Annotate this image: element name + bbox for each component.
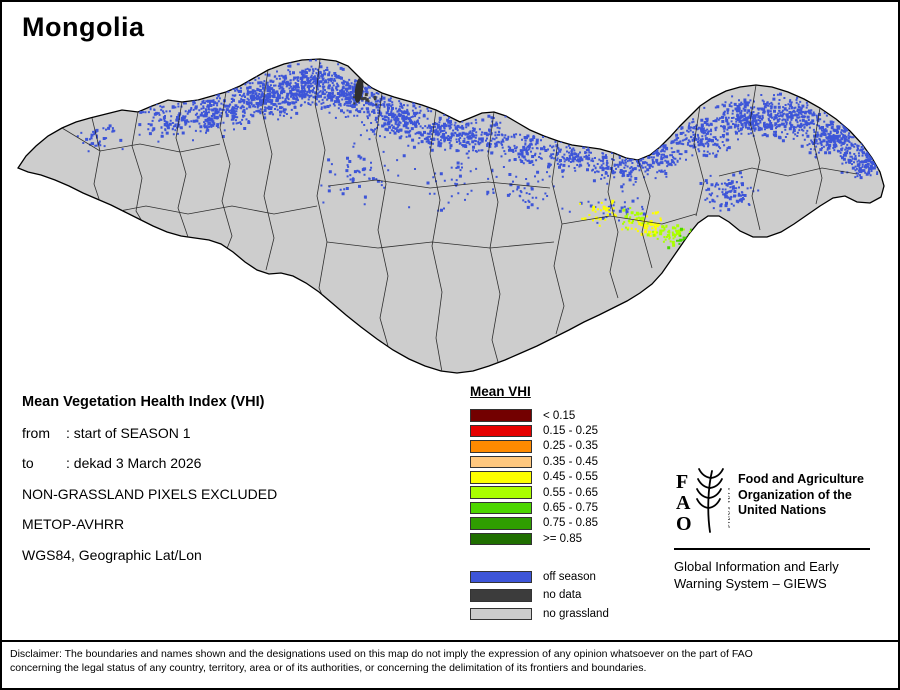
legend-color-swatch	[470, 570, 532, 584]
legend-row: no data	[470, 586, 650, 605]
legend-row: 0.15 - 0.25	[470, 423, 650, 438]
pixel-class-layer	[76, 59, 884, 224]
legend-label: 0.15 - 0.25	[543, 425, 598, 438]
legend-color-swatch	[470, 607, 532, 621]
province-boundaries	[61, 59, 858, 373]
legend-color-swatch	[470, 501, 532, 515]
legend-row: 0.55 - 0.65	[470, 485, 650, 500]
legend-color-swatch	[470, 409, 532, 422]
legend-label: >= 0.85	[543, 532, 583, 545]
vhi-legend: Mean VHI < 0.15 0.15 - 0.25 0.25 - 0.35 0.3…	[470, 384, 650, 623]
legend-row: 0.45 - 0.55	[470, 470, 650, 485]
fao-motto: FIAT PANIS	[726, 488, 730, 529]
from-label: from	[22, 424, 50, 441]
legend-title: Mean VHI	[470, 384, 531, 399]
legend-row: 0.65 - 0.75	[470, 500, 650, 515]
metadata-heading: Mean Vegetation Health Index (VHI)	[22, 394, 265, 410]
legend-extra-list: off season no data no grassland	[470, 568, 650, 624]
legend-label: no grassland	[543, 607, 609, 620]
legend-label: 0.25 - 0.35	[543, 440, 598, 453]
legend-label: < 0.15	[543, 409, 576, 422]
legend-color-swatch	[470, 589, 532, 602]
legend-color-swatch	[470, 424, 532, 438]
wheat-icon	[696, 468, 724, 533]
mongolia-map	[10, 56, 894, 380]
legend-row: no grassland	[470, 605, 650, 624]
metadata-exclusion: NON-GRASSLAND PIXELS EXCLUDED	[22, 485, 278, 502]
legend-label: 0.45 - 0.55	[543, 471, 598, 484]
fao-letter-f: F	[676, 471, 688, 493]
to-value: : dekad 3 March 2026	[66, 455, 202, 471]
fao-divider	[674, 548, 870, 550]
legend-row: off season	[470, 568, 650, 587]
legend-label: no data	[543, 589, 582, 602]
legend-row: 0.35 - 0.45	[470, 454, 650, 469]
legend-label: 0.55 - 0.65	[543, 486, 598, 499]
legend-row: 0.75 - 0.85	[470, 516, 650, 531]
legend-row: < 0.15	[470, 408, 650, 423]
from-value: : start of SEASON 1	[66, 424, 191, 441]
legend-row: 0.25 - 0.35	[470, 439, 650, 454]
legend-color-swatch	[470, 532, 532, 546]
pixel-class-layer	[352, 93, 378, 106]
mongolia-map-svg	[17, 58, 885, 374]
fao-logo: F A O FIAT PANIS	[674, 466, 732, 539]
legend-color-swatch	[470, 517, 532, 530]
legend-color-swatch	[470, 455, 532, 469]
disclaimer: Disclaimer: The boundaries and names sho…	[2, 640, 898, 688]
fao-letter-a: A	[676, 492, 691, 514]
legend-class-list: < 0.15 0.15 - 0.25 0.25 - 0.35 0.35 - 0.45 0…	[470, 408, 650, 547]
metadata-projection: WGS84, Geographic Lat/Lon	[22, 546, 202, 563]
map-metadata: Mean Vegetation Health Index (VHI) from:…	[22, 394, 462, 577]
fao-letter-o: O	[676, 513, 692, 534]
metadata-from: from : start of SEASON 1	[22, 425, 462, 456]
legend-label: 0.75 - 0.85	[543, 517, 598, 530]
legend-color-swatch	[470, 471, 532, 484]
legend-label: 0.35 - 0.45	[543, 455, 598, 468]
to-label: to	[22, 455, 34, 471]
legend-color-swatch	[470, 486, 532, 499]
metadata-to: to : dekad 3 March 2026	[22, 455, 462, 486]
disclaimer-line-1: Disclaimer: The boundaries and names sho…	[10, 648, 753, 660]
fao-organization-name: Food and Agriculture Organization of the…	[738, 472, 864, 517]
metadata-sensor: METOP-AVHRR	[22, 516, 125, 532]
legend-color-swatch	[470, 440, 532, 453]
legend-label: 0.65 - 0.75	[543, 502, 598, 515]
legend-row: >= 0.85	[470, 531, 650, 546]
fao-credit-block: F A O FIAT PANIS	[674, 466, 870, 592]
pixel-class-layer	[622, 207, 695, 247]
legend-label: off season	[543, 570, 596, 583]
lake-khovsgol	[354, 77, 364, 103]
disclaimer-line-2: concerning the legal status of any count…	[10, 661, 647, 674]
giews-label: Global Information and Early Warning Sys…	[674, 559, 839, 591]
country-outline	[17, 58, 885, 374]
page-title: Mongolia	[22, 12, 145, 42]
